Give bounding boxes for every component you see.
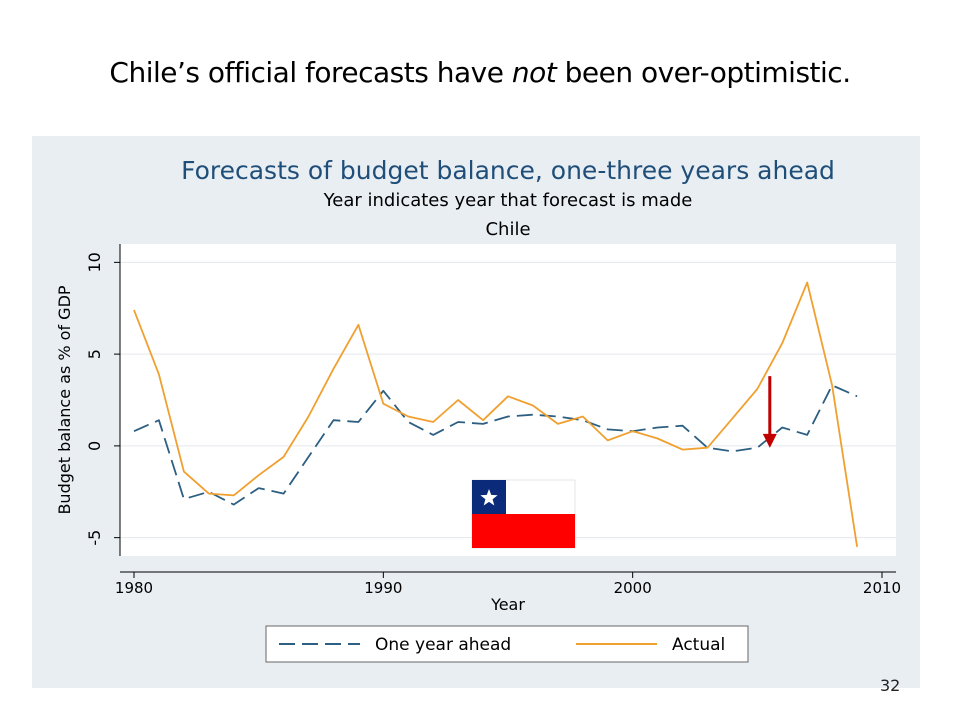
page-number: 32: [880, 676, 901, 695]
legend-label-actual: Actual: [672, 635, 725, 655]
x-tick-label-1990: 1990: [364, 579, 402, 597]
x-tick-label-1980: 1980: [115, 579, 153, 597]
series-lines: [133, 281, 858, 547]
x-tick-label-2000: 2000: [614, 579, 652, 597]
chart-subtitle: Year indicates year that forecast is mad…: [323, 190, 693, 211]
chart: Forecasts of budget balance, one-three y…: [55, 156, 901, 663]
y-tick-label-5: 5: [85, 349, 104, 359]
y-tick-label-10: 10: [85, 252, 104, 272]
arrow-head: [762, 433, 777, 448]
chart-title: Forecasts of budget balance, one-three y…: [181, 156, 835, 185]
grid-lines: [120, 261, 896, 539]
legend-label-one-year-ahead: One year ahead: [375, 635, 511, 655]
chile-flag-icon: [471, 479, 576, 549]
series-line-actual: [133, 281, 858, 547]
annotation-arrow: [762, 376, 777, 448]
chart-panel: Forecasts of budget balance, one-three y…: [32, 136, 920, 688]
series-line-one-year-ahead: [133, 384, 858, 506]
legend: One year ahead Actual: [265, 625, 749, 663]
slide-title: Chile’s official forecasts have not been…: [109, 56, 851, 89]
y-tick-label-0: 0: [85, 441, 104, 451]
axis-ticks: -5 0 5 10 1980 1990 2000 2010: [85, 252, 901, 597]
y-tick-label--5: -5: [85, 530, 104, 546]
x-axis-label: Year: [490, 595, 525, 614]
x-tick-label-2010: 2010: [863, 579, 901, 597]
chart-subtitle-country: Chile: [485, 219, 530, 240]
y-axis-label: Budget balance as % of GDP: [55, 285, 74, 514]
